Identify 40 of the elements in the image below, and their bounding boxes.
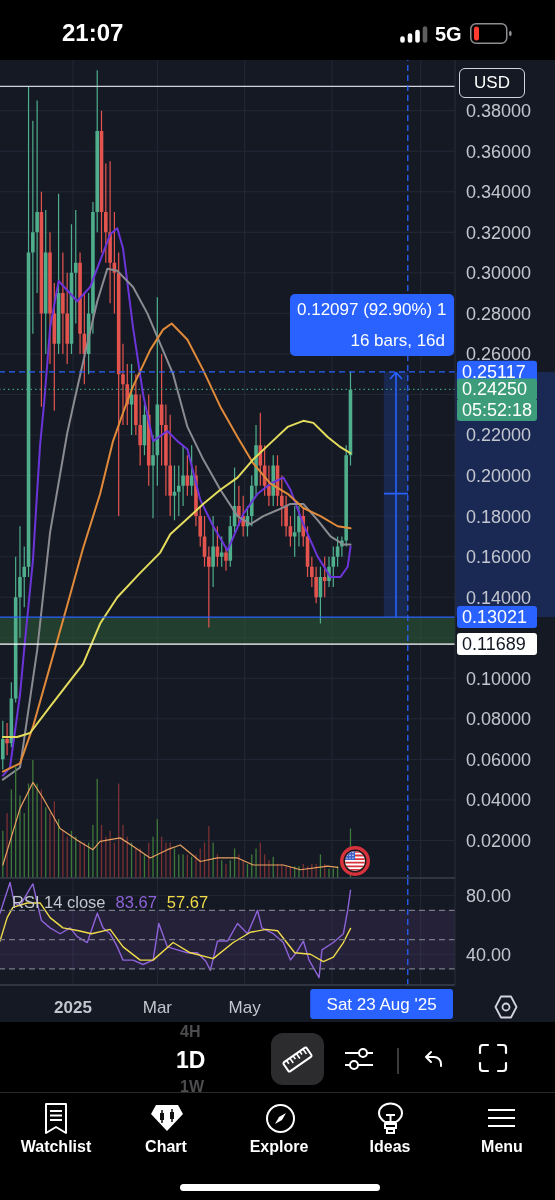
y-tick-label: 80.00 [466, 886, 512, 907]
y-tick-label: 0.20000 [466, 465, 532, 486]
y-tick-label: 0.02000 [466, 830, 532, 851]
y-tick-label: 0.34000 [466, 182, 532, 203]
ref-line-label: 0.13021 [462, 607, 528, 628]
text: Chart [145, 1138, 187, 1156]
x-tick-label: 2025 [54, 997, 92, 1017]
y-tick-label: 0.38000 [466, 101, 532, 122]
y-tick-label: 0.04000 [466, 790, 532, 811]
text: Explore [249, 1138, 309, 1156]
annotation: 0.12097 (92.90%) 1 [297, 299, 447, 320]
y-tick-label: 0.18000 [466, 506, 532, 527]
text: Watchlist [20, 1138, 92, 1156]
ref-line-label: Sat 23 Aug '25 [326, 994, 437, 1014]
y-tick-label: 0.30000 [466, 263, 532, 284]
ref-line-label: 0.11689 [462, 634, 526, 655]
text: 1W [180, 1078, 204, 1096]
annotation: 83.67 [115, 892, 157, 912]
y-tick-label: 0.36000 [466, 141, 532, 162]
y-tick-label: 0.10000 [466, 668, 532, 689]
text: 21:07 [62, 19, 124, 47]
text: 1D [176, 1046, 206, 1074]
text: 4H [180, 1023, 201, 1041]
text: USD [474, 73, 510, 93]
y-tick-label: 0.14000 [466, 587, 532, 608]
annotation: 57.67 [166, 892, 209, 912]
ref-line-label: 0.24250 [462, 379, 528, 400]
annotation: 16 bars, 16d [350, 330, 445, 351]
y-tick-label: 40.00 [466, 944, 512, 965]
y-tick-label: 0.06000 [466, 749, 532, 770]
text: Menu [481, 1138, 523, 1156]
x-tick-label: Mar [142, 997, 173, 1017]
y-tick-label: 0.32000 [466, 222, 532, 243]
text: Ideas [369, 1138, 411, 1156]
y-tick-label: 0.22000 [466, 425, 532, 446]
x-tick-label: May [228, 997, 262, 1017]
y-tick-label: 0.16000 [466, 547, 532, 568]
y-tick-label: 0.08000 [466, 709, 532, 730]
y-tick-label: 0.28000 [466, 303, 532, 324]
text: 5G [435, 22, 462, 46]
